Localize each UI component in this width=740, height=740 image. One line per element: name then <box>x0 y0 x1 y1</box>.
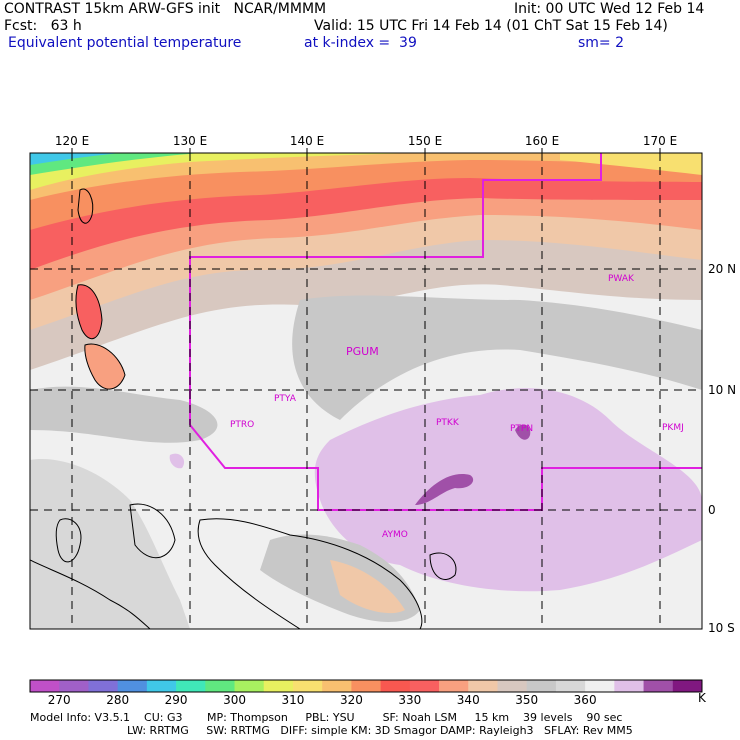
lon-label-130: 130 E <box>173 134 207 148</box>
smoothing: sm= 2 <box>578 35 625 51</box>
station-pgum: PGUM <box>346 345 379 358</box>
colorbar-swatch <box>643 680 674 692</box>
colorbar-tick-label: 290 <box>164 693 188 707</box>
colorbar-swatch <box>672 680 703 692</box>
lat-label-10s: 10 S <box>708 621 735 635</box>
init-time: Init: 00 UTC Wed 12 Feb 14 <box>514 1 705 17</box>
lon-label-140: 140 E <box>290 134 324 148</box>
top-ticks <box>71 148 661 153</box>
lon-label-150: 150 E <box>408 134 442 148</box>
colorbar-swatch <box>468 680 498 692</box>
colorbar-swatch <box>380 680 411 692</box>
station-ptro: PTRO <box>230 420 254 430</box>
coastlines <box>30 188 457 629</box>
colorbar-swatch <box>117 680 148 692</box>
colorbar-tick-label: 350 <box>515 693 539 707</box>
colorbar-tick-label: 340 <box>456 693 480 707</box>
colorbar-swatch <box>176 680 206 692</box>
colorbar-swatch <box>614 680 645 692</box>
colorbar-swatch <box>439 680 469 692</box>
lat-label-0: 0 <box>708 503 716 517</box>
colorbar-swatch <box>351 680 382 692</box>
theta-e-field <box>30 153 702 629</box>
station-pkmj: PKMJ <box>662 423 684 433</box>
colorbar-tick-label: 330 <box>398 693 422 707</box>
colorbar-tick-label: 310 <box>281 693 305 707</box>
lon-label-160: 160 E <box>525 134 559 148</box>
colorbar-swatch <box>205 680 236 692</box>
lat-label-10n: 10 N <box>708 383 736 397</box>
colorbar-swatch <box>292 680 323 692</box>
colorbar-swatch <box>409 680 440 692</box>
k-index: at k-index = 39 <box>304 35 417 51</box>
colorbar-tick-label: 320 <box>339 693 363 707</box>
station-ptkk: PTKK <box>436 418 460 428</box>
forecast-hour: Fcst: 63 h <box>4 18 82 34</box>
colorbar-swatch <box>59 680 89 692</box>
valid-time: Valid: 15 UTC Fri 14 Feb 14 (01 ChT Sat … <box>314 18 668 34</box>
colorbar-frame <box>29 679 703 693</box>
colorbar-swatch <box>30 680 60 692</box>
model-info-line2: LW: RRTMG SW: RRTMG DIFF: simple KM: 3D … <box>127 724 633 737</box>
station-aymo: AYMO <box>382 530 408 540</box>
colorbar-swatch <box>585 680 615 692</box>
model-info-line1: Model Info: V3.5.1 CU: G3 MP: Thompson P… <box>30 711 623 724</box>
station-pwak: PWAK <box>608 274 635 284</box>
colorbar-tick-label: 300 <box>223 693 246 707</box>
colorbar-tick-label: 280 <box>106 693 130 707</box>
colorbar-swatch <box>526 680 557 692</box>
grid-lines <box>30 153 702 629</box>
lon-label-120: 120 E <box>55 134 89 148</box>
lon-label-170: 170 E <box>643 134 677 148</box>
colorbar-swatch <box>88 680 119 692</box>
field-name: Equivalent potential temperature <box>8 35 242 51</box>
lat-label-20n: 20 N <box>708 262 736 276</box>
colorbar-swatch <box>263 680 294 692</box>
colorbar-tick-label: 360 <box>573 693 597 707</box>
station-ptpn: PTPN <box>510 424 533 434</box>
colorbar <box>29 679 703 693</box>
header-title: CONTRAST 15km ARW-GFS init NCAR/MMMM <box>4 1 327 17</box>
colorbar-swatch <box>322 680 352 692</box>
colorbar-tick-label: 270 <box>47 693 71 707</box>
colorbar-swatch <box>555 680 586 692</box>
colorbar-swatch <box>146 680 177 692</box>
colorbar-unit: K <box>698 691 706 705</box>
colorbar-swatch <box>234 680 265 692</box>
station-ptya: PTYA <box>274 394 297 404</box>
colorbar-swatch <box>497 680 528 692</box>
map-frame <box>29 152 703 630</box>
